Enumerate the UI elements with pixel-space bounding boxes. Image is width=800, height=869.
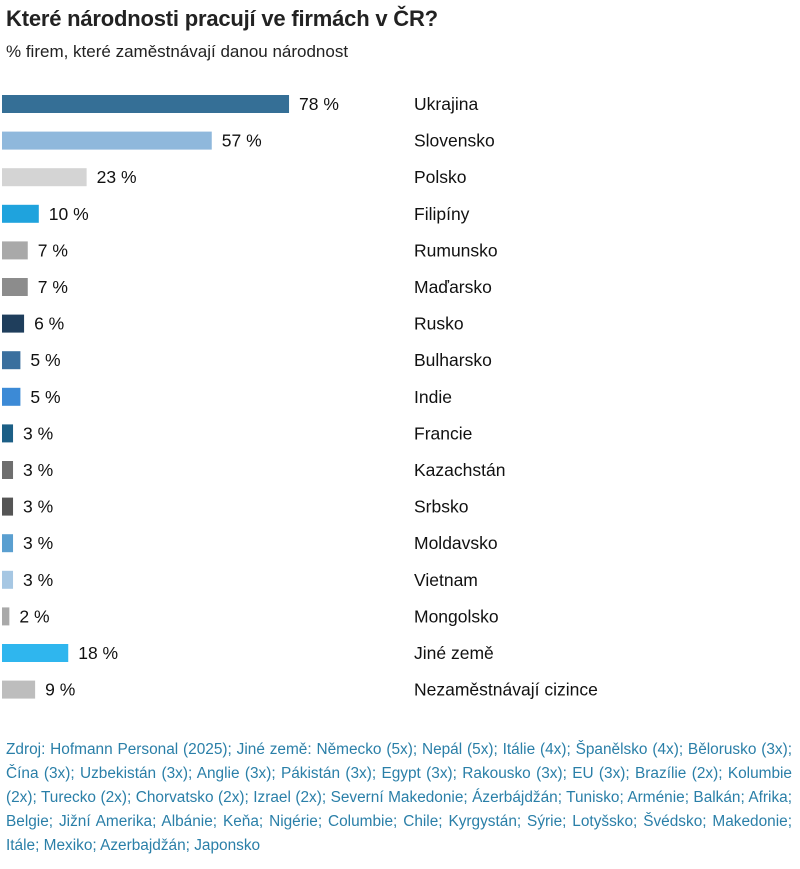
value-label-12: 3 % bbox=[23, 533, 53, 553]
bar-3 bbox=[2, 204, 39, 223]
bar-5 bbox=[2, 278, 28, 296]
category-label-10: Kazachstán bbox=[414, 460, 505, 480]
source-note: Zdroj: Hofmann Personal (2025); Jiné zem… bbox=[6, 741, 792, 854]
value-label-16: 9 % bbox=[45, 680, 75, 700]
category-label-5: Maďarsko bbox=[414, 277, 492, 297]
bar-7 bbox=[2, 351, 21, 370]
bar-1 bbox=[2, 131, 212, 150]
chart-title: Které národnosti pracují ve firmách v ČR… bbox=[6, 6, 438, 31]
bar-15 bbox=[2, 644, 69, 662]
bar-2 bbox=[2, 168, 87, 187]
value-label-3: 10 % bbox=[49, 204, 89, 224]
bar-16 bbox=[2, 680, 36, 699]
category-label-13: Vietnam bbox=[414, 570, 478, 590]
value-label-10: 3 % bbox=[23, 460, 53, 480]
category-label-12: Moldavsko bbox=[414, 533, 498, 553]
category-label-1: Slovensko bbox=[414, 131, 495, 151]
value-label-15: 18 % bbox=[78, 643, 118, 663]
value-label-11: 3 % bbox=[23, 497, 53, 517]
category-label-14: Mongolsko bbox=[414, 606, 499, 626]
value-label-2: 23 % bbox=[97, 167, 137, 187]
value-label-13: 3 % bbox=[23, 570, 53, 590]
value-label-4: 7 % bbox=[38, 240, 68, 260]
category-label-8: Indie bbox=[414, 387, 452, 407]
value-label-6: 6 % bbox=[34, 314, 64, 334]
bar-4 bbox=[2, 241, 28, 260]
category-label-2: Polsko bbox=[414, 167, 467, 187]
bar-13 bbox=[2, 570, 14, 589]
bar-11 bbox=[2, 497, 14, 516]
bar-6 bbox=[2, 314, 25, 333]
category-label-11: Srbsko bbox=[414, 497, 468, 517]
value-label-14: 2 % bbox=[19, 606, 49, 626]
category-label-6: Rusko bbox=[414, 314, 464, 334]
bar-8 bbox=[2, 387, 21, 406]
category-label-9: Francie bbox=[414, 423, 472, 443]
bar-chart: 78 % Ukrajina 57 % Slovensko 23 % Polsko 10 % F… bbox=[2, 94, 598, 700]
category-label-15: Jiné země bbox=[414, 643, 494, 663]
bar-0 bbox=[2, 95, 290, 113]
value-label-8: 5 % bbox=[30, 387, 60, 407]
category-label-4: Rumunsko bbox=[414, 240, 498, 260]
category-label-0: Ukrajina bbox=[414, 94, 478, 114]
category-label-7: Bulharsko bbox=[414, 350, 492, 370]
bar-14 bbox=[2, 607, 10, 626]
value-label-5: 7 % bbox=[38, 277, 68, 297]
value-label-0: 78 % bbox=[299, 94, 339, 114]
value-label-1: 57 % bbox=[222, 131, 262, 151]
category-label-16: Nezaměstnávají cizince bbox=[414, 680, 598, 700]
value-label-7: 5 % bbox=[30, 350, 60, 370]
bar-10 bbox=[2, 461, 14, 479]
value-label-9: 3 % bbox=[23, 423, 53, 443]
category-label-3: Filipíny bbox=[414, 204, 470, 224]
bar-9 bbox=[2, 424, 14, 443]
chart-subtitle: % firem, které zaměstnávají danou národn… bbox=[6, 42, 349, 61]
bar-12 bbox=[2, 534, 14, 553]
